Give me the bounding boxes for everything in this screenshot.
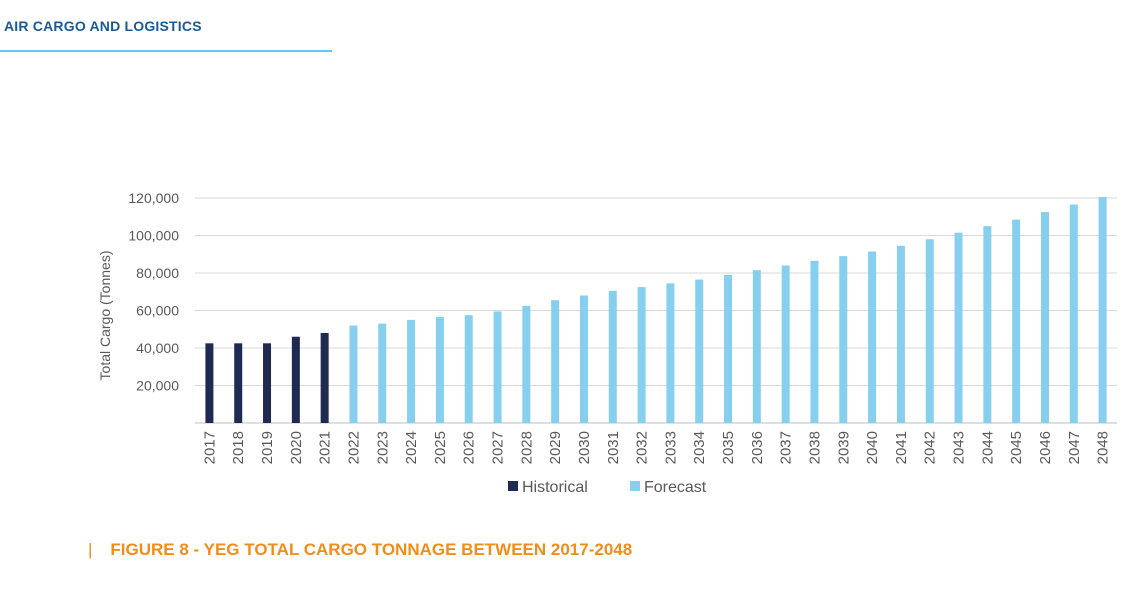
x-tick-label: 2031	[605, 431, 622, 464]
legend-swatch-historical	[508, 481, 518, 491]
x-tick-label: 2047	[1066, 431, 1083, 464]
x-tick-label: 2048	[1095, 431, 1112, 464]
x-tick-label: 2039	[835, 431, 852, 464]
x-tick-label: 2042	[922, 431, 939, 464]
x-tick-label: 2038	[806, 431, 823, 464]
bar-forecast-2033	[666, 283, 675, 423]
x-tick-label: 2032	[634, 431, 651, 464]
bar-forecast-2048	[1098, 197, 1107, 423]
bar-forecast-2035	[724, 274, 733, 423]
x-tick-label: 2037	[778, 431, 795, 464]
x-tick-label: 2035	[720, 431, 737, 464]
x-tick-label: 2030	[576, 431, 593, 464]
bar-forecast-2025	[435, 317, 444, 423]
caption-text: FIGURE 8 - YEG TOTAL CARGO TONNAGE BETWE…	[110, 540, 633, 559]
bar-forecast-2029	[551, 300, 560, 423]
x-tick-label: 2017	[201, 431, 218, 464]
x-tick-label: 2034	[691, 431, 708, 464]
y-tick-label: 100,000	[128, 228, 179, 244]
y-tick-label: 80,000	[136, 265, 179, 281]
x-tick-label: 2027	[490, 431, 507, 464]
x-tick-label: 2046	[1037, 431, 1054, 464]
caption-marker: |	[88, 540, 93, 559]
bar-forecast-2037	[781, 265, 790, 423]
legend-swatch-forecast	[630, 481, 640, 491]
x-tick-label: 2043	[951, 431, 968, 464]
x-tick-label: 2028	[518, 431, 535, 464]
x-tick-label: 2018	[230, 431, 247, 464]
x-tick-label: 2045	[1008, 431, 1025, 464]
legend-label-historical: Historical	[522, 479, 588, 496]
bar-forecast-2023	[378, 323, 387, 423]
bar-forecast-2039	[839, 256, 848, 423]
bar-forecast-2027	[493, 311, 502, 423]
x-tick-label: 2029	[547, 431, 564, 464]
x-tick-label: 2041	[893, 431, 910, 464]
y-tick-label: 40,000	[136, 340, 179, 356]
bar-forecast-2036	[752, 270, 761, 423]
figure-caption: | FIGURE 8 - YEG TOTAL CARGO TONNAGE BETW…	[88, 540, 632, 560]
bar-forecast-2032	[637, 287, 646, 423]
y-tick-label: 60,000	[136, 303, 179, 319]
bar-forecast-2034	[695, 279, 704, 423]
x-tick-label: 2019	[259, 431, 276, 464]
bar-forecast-2028	[522, 305, 531, 423]
bar-forecast-2041	[896, 245, 905, 423]
bar-historical-2019	[263, 343, 272, 423]
bar-forecast-2043	[954, 232, 963, 423]
bar-forecast-2030	[579, 295, 588, 423]
x-tick-label: 2020	[288, 431, 305, 464]
bar-historical-2017	[205, 343, 214, 423]
x-tick-label: 2022	[345, 431, 362, 464]
bar-historical-2021	[320, 333, 329, 423]
bar-forecast-2026	[464, 315, 473, 423]
x-tick-label: 2044	[979, 431, 996, 464]
bar-forecast-2042	[925, 239, 934, 423]
bar-forecast-2031	[608, 290, 617, 423]
bar-forecast-2022	[349, 325, 358, 423]
x-tick-label: 2023	[374, 431, 391, 464]
y-tick-label: 20,000	[136, 378, 179, 394]
x-tick-label: 2025	[432, 431, 449, 464]
bar-forecast-2038	[810, 260, 819, 423]
cargo-tonnage-chart: 20,000 40,000 60,000 80,000 100,000 120,000 To…	[97, 190, 1117, 496]
bar-forecast-2040	[868, 251, 877, 423]
bar-forecast-2047	[1069, 204, 1078, 423]
x-tick-label: 2033	[662, 431, 679, 464]
bar-forecast-2045	[1012, 219, 1021, 423]
header-divider	[0, 50, 332, 52]
x-tick-label: 2021	[317, 431, 334, 464]
bar-forecast-2024	[407, 319, 416, 423]
legend-label-forecast: Forecast	[644, 479, 707, 496]
x-tick-label: 2026	[461, 431, 478, 464]
x-tick-label: 2040	[864, 431, 881, 464]
x-tick-label: 2024	[403, 431, 420, 464]
y-axis-title: Total Cargo (Tonnes)	[97, 251, 113, 381]
bar-historical-2020	[291, 336, 300, 423]
y-tick-label: 120,000	[128, 190, 179, 206]
x-tick-label: 2036	[749, 431, 766, 464]
bar-forecast-2044	[983, 226, 992, 423]
section-title: AIR CARGO AND LOGISTICS	[4, 18, 202, 34]
bar-historical-2018	[234, 343, 243, 423]
bar-forecast-2046	[1040, 212, 1049, 423]
